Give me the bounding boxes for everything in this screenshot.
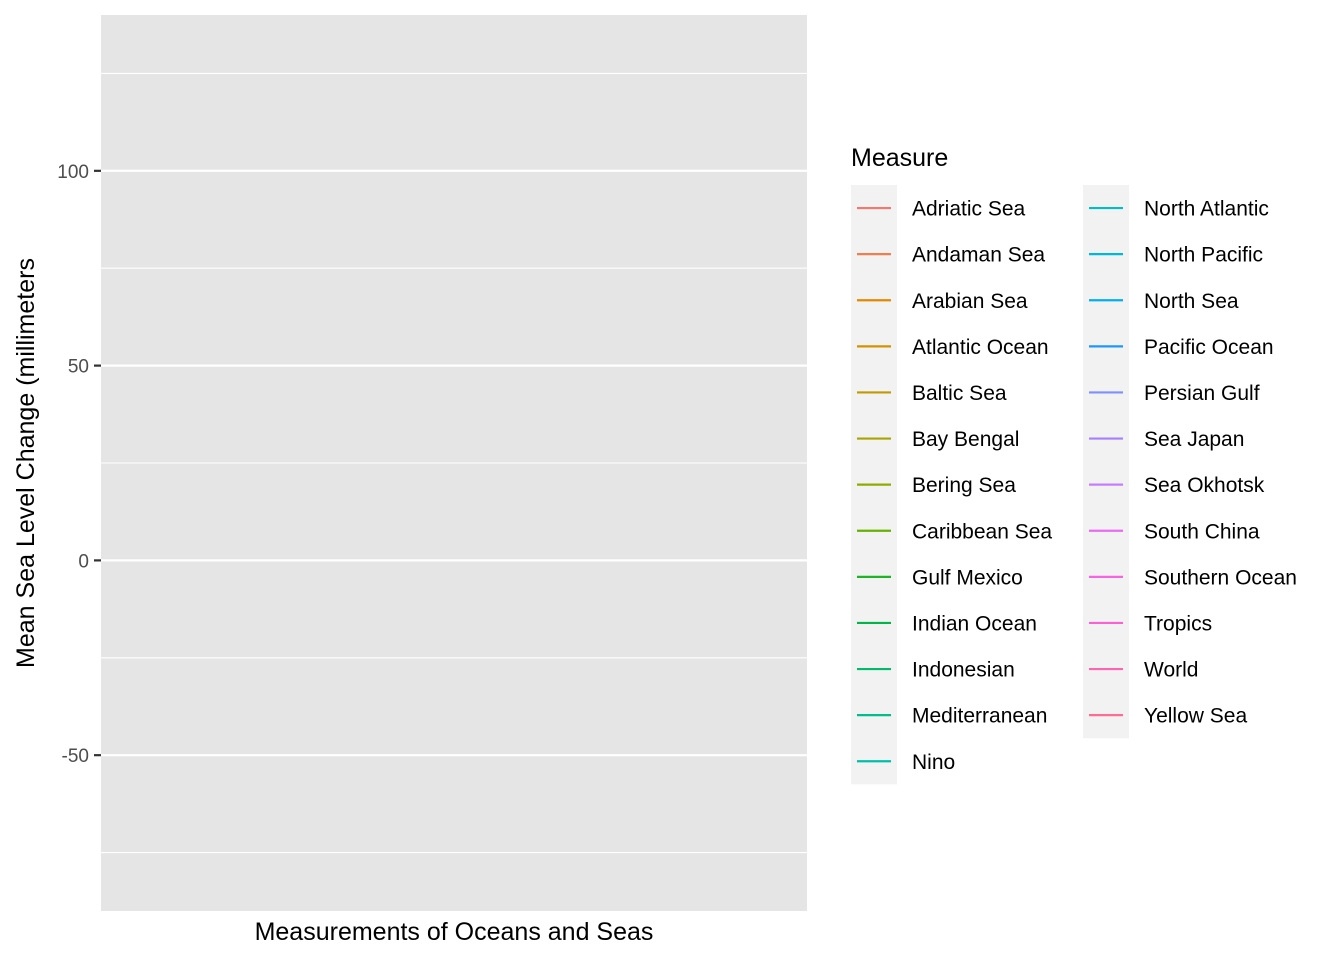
y-axis-title: Mean Sea Level Change (millimeters [12,258,40,668]
major-gridlines [101,169,807,757]
minor-gridlines [101,72,807,854]
legend-label: Adriatic Sea [912,198,1026,221]
legend-label: Nino [912,751,955,774]
y-tick-label: -50 [62,746,89,767]
legend-label: Gulf Mexico [912,566,1023,589]
legend-label: Sea Okhotsk [1144,474,1265,497]
legend-label: North Atlantic [1144,198,1269,221]
legend-label: Persian Gulf [1144,382,1260,405]
legend-label: North Sea [1144,290,1239,313]
y-tick-label: 50 [68,357,89,378]
legend-label: Baltic Sea [912,382,1007,405]
y-axis: -50 0 50 100 [57,162,101,767]
legend-title: Measure [851,144,948,172]
legend-label: Bay Bengal [912,428,1019,451]
legend-label: Mediterranean [912,705,1047,728]
legend-label: Atlantic Ocean [912,336,1049,359]
legend-label: Sea Japan [1144,428,1244,451]
y-tick-label: 100 [57,162,89,183]
legend-label: Indian Ocean [912,612,1037,635]
legend-label: World [1144,659,1198,682]
legend-label: Indonesian [912,659,1015,682]
legend-label: North Pacific [1144,244,1263,267]
legend: Measure Adriatic Sea Andaman Sea Arabian S… [851,144,1297,785]
legend-label: Caribbean Sea [912,520,1052,543]
legend-label: Andaman Sea [912,244,1045,267]
y-tick-label: 0 [78,551,89,572]
legend-label: Bering Sea [912,474,1016,497]
legend-label: South China [1144,520,1260,543]
legend-label: Arabian Sea [912,290,1028,313]
x-axis-title: Measurements of Oceans and Seas [255,918,654,946]
legend-key-background [1083,185,1129,739]
legend-label: Southern Ocean [1144,566,1297,589]
legend-label: Pacific Ocean [1144,336,1274,359]
legend-label: Yellow Sea [1144,705,1247,728]
legend-label: Tropics [1144,612,1212,635]
legend-items: Adriatic Sea Andaman Sea Arabian Sea Atlant… [851,185,1297,785]
